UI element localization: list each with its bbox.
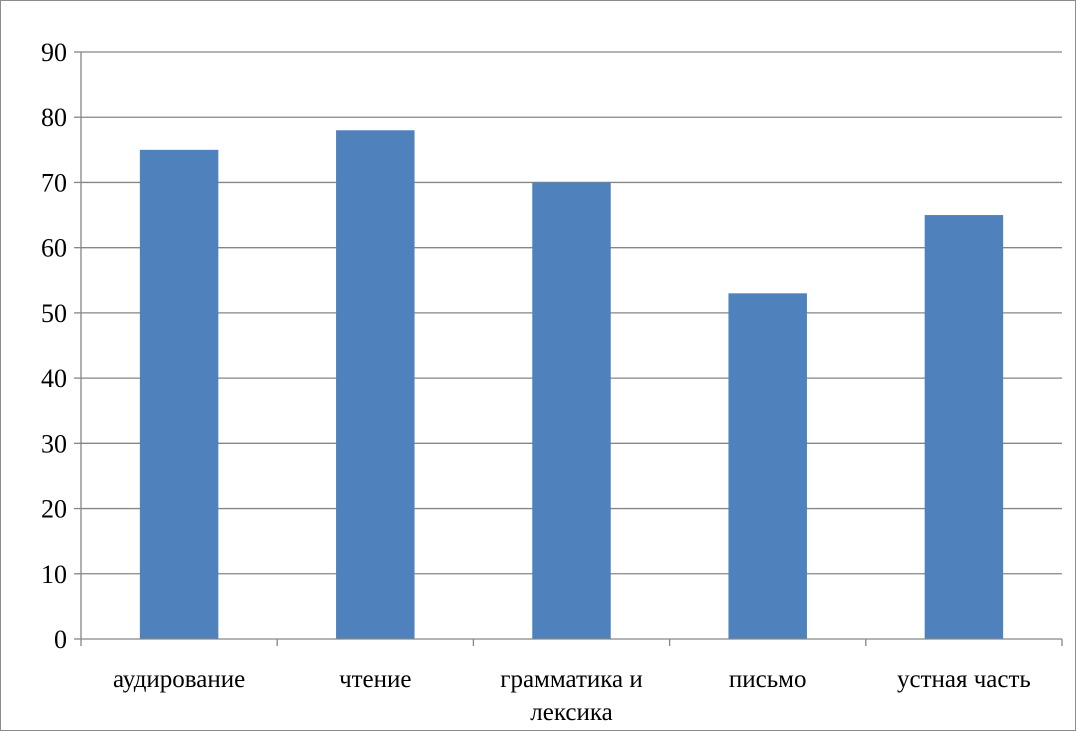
y-tick-label: 20 <box>41 495 67 524</box>
bar <box>924 215 1004 640</box>
y-tick-label: 30 <box>41 429 67 458</box>
y-tick-label: 90 <box>41 38 67 67</box>
x-tick-label: чтение <box>339 666 411 693</box>
y-tick-label: 0 <box>54 625 67 654</box>
y-tick-label: 40 <box>41 364 67 393</box>
axes <box>74 51 1063 646</box>
x-tick-label: грамматика и <box>500 666 643 693</box>
bar <box>139 149 219 640</box>
x-tick-label: письмо <box>729 666 807 693</box>
x-tick-label: аудирование <box>113 666 245 693</box>
y-tick-label: 70 <box>41 168 67 197</box>
bar <box>532 182 611 639</box>
bar <box>728 293 807 639</box>
y-tick-label: 50 <box>41 299 67 328</box>
x-tick-label: устная часть <box>897 666 1031 693</box>
y-tick-label: 80 <box>41 103 67 132</box>
x-tick-label: лексика <box>530 699 612 726</box>
bars <box>139 130 1004 640</box>
y-tick-labels: 0 10 20 30 40 50 60 70 80 90 <box>41 38 67 654</box>
bar <box>336 130 415 639</box>
y-tick-label: 60 <box>41 234 67 263</box>
y-tick-label: 10 <box>41 560 67 589</box>
x-tick-labels: аудирование чтение грамматика и лексика пись… <box>113 666 1031 726</box>
